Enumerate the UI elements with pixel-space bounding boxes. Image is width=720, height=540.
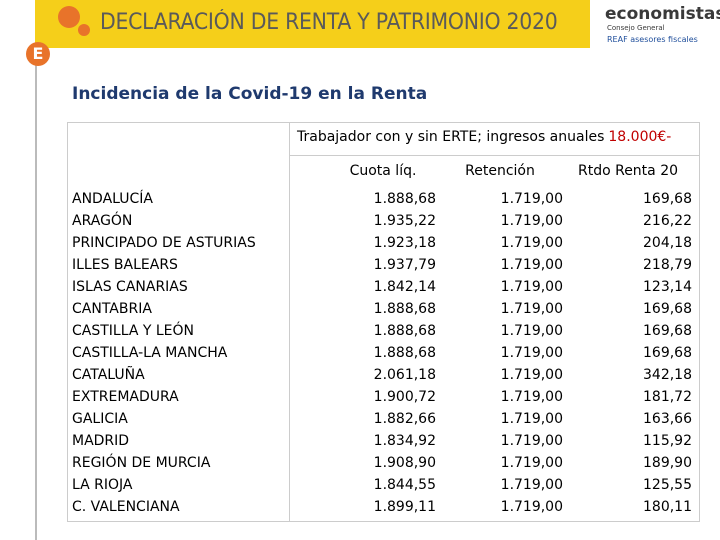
region-label: ANDALUCÍA xyxy=(72,191,153,207)
table-value: 1.842,14 xyxy=(373,279,436,295)
table-caption: Trabajador con y sin ERTE; ingresos anua… xyxy=(297,129,671,145)
table-value: 1.888,68 xyxy=(373,323,436,339)
column-header: Cuota líq. xyxy=(349,163,417,179)
region-label: C. VALENCIANA xyxy=(72,499,180,515)
table-value: 1.719,00 xyxy=(500,301,563,317)
table-value: 2.061,18 xyxy=(373,367,436,383)
caption-text: Trabajador con y sin ERTE; ingresos anua… xyxy=(297,129,605,145)
region-label: EXTREMADURA xyxy=(72,389,179,405)
e-badge: E xyxy=(26,42,50,66)
region-label: GALICIA xyxy=(72,411,128,427)
region-label: ILLES BALEARS xyxy=(72,257,178,273)
banner-title: DECLARACIÓN DE RENTA Y PATRIMONIO 2020 xyxy=(100,10,558,35)
region-label: CASTILLA-LA MANCHA xyxy=(72,345,228,361)
table-value: 181,72 xyxy=(643,389,692,405)
table-value: 169,68 xyxy=(643,345,692,361)
region-label: REGIÓN DE MURCIA xyxy=(72,455,211,471)
table-value: 1.882,66 xyxy=(373,411,436,427)
table-value: 1.719,00 xyxy=(500,345,563,361)
table-value: 1.719,00 xyxy=(500,477,563,493)
table-value: 123,14 xyxy=(643,279,692,295)
table-value: 1.719,00 xyxy=(500,433,563,449)
table-header-cell xyxy=(290,122,700,156)
table-value: 189,90 xyxy=(643,455,692,471)
subtitle: Incidencia de la Covid-19 en la Renta xyxy=(72,84,428,104)
table-value: 1.888,68 xyxy=(373,191,436,207)
logo-dot xyxy=(58,6,80,28)
table-value: 125,55 xyxy=(643,477,692,493)
region-label: LA RIOJA xyxy=(72,477,133,493)
table-value: 1.719,00 xyxy=(500,499,563,515)
table-value: 169,68 xyxy=(643,191,692,207)
table-value: 218,79 xyxy=(643,257,692,273)
table-value: 1.719,00 xyxy=(500,389,563,405)
logo: economistas xyxy=(605,4,720,24)
table-value: 115,92 xyxy=(643,433,692,449)
table-value: 1.888,68 xyxy=(373,345,436,361)
region-label: ISLAS CANARIAS xyxy=(72,279,188,295)
table-value: 1.719,00 xyxy=(500,235,563,251)
table-value: 1.719,00 xyxy=(500,455,563,471)
table-value: 1.719,00 xyxy=(500,191,563,207)
table-value: 1.719,00 xyxy=(500,279,563,295)
table-value: 163,66 xyxy=(643,411,692,427)
region-label: CASTILLA Y LEÓN xyxy=(72,323,195,339)
table-value: 216,22 xyxy=(643,213,692,229)
table-value: 1.923,18 xyxy=(373,235,436,251)
banner xyxy=(35,0,590,48)
table-value: 1.899,11 xyxy=(373,499,436,515)
table-value: 1.834,92 xyxy=(373,433,436,449)
logo-reaf: REAF asesores fiscales xyxy=(607,35,698,44)
table-value: 1.937,79 xyxy=(373,257,436,273)
table-value: 1.844,55 xyxy=(373,477,436,493)
table-value: 1.908,90 xyxy=(373,455,436,471)
column-header: Retención xyxy=(465,163,535,179)
column-header: Rtdo Renta 20 xyxy=(577,163,679,179)
region-label: CANTABRIA xyxy=(72,301,152,317)
table-value: 1.719,00 xyxy=(500,257,563,273)
logo-dot xyxy=(78,24,90,36)
table-frame xyxy=(67,122,700,522)
region-label: CATALUÑA xyxy=(72,367,145,383)
table-value: 1.935,22 xyxy=(373,213,436,229)
table-value: 1.719,00 xyxy=(500,367,563,383)
table-value: 180,11 xyxy=(643,499,692,515)
region-label: MADRID xyxy=(72,433,130,449)
table-value: 1.888,68 xyxy=(373,301,436,317)
table-value: 204,18 xyxy=(643,235,692,251)
table-value: 1.719,00 xyxy=(500,411,563,427)
caption-highlight: 18.000€- xyxy=(608,129,672,145)
table-value: 1.900,72 xyxy=(373,389,436,405)
region-label: PRINCIPADO DE ASTURIAS xyxy=(72,235,256,251)
table-value: 1.719,00 xyxy=(500,213,563,229)
table-left-column xyxy=(67,122,290,522)
region-label: ARAGÓN xyxy=(72,213,133,229)
table-value: 169,68 xyxy=(643,323,692,339)
logo-sub: Consejo General xyxy=(607,24,665,32)
table-value: 342,18 xyxy=(643,367,692,383)
table-value: 169,68 xyxy=(643,301,692,317)
table-value: 1.719,00 xyxy=(500,323,563,339)
side-line xyxy=(35,48,37,540)
